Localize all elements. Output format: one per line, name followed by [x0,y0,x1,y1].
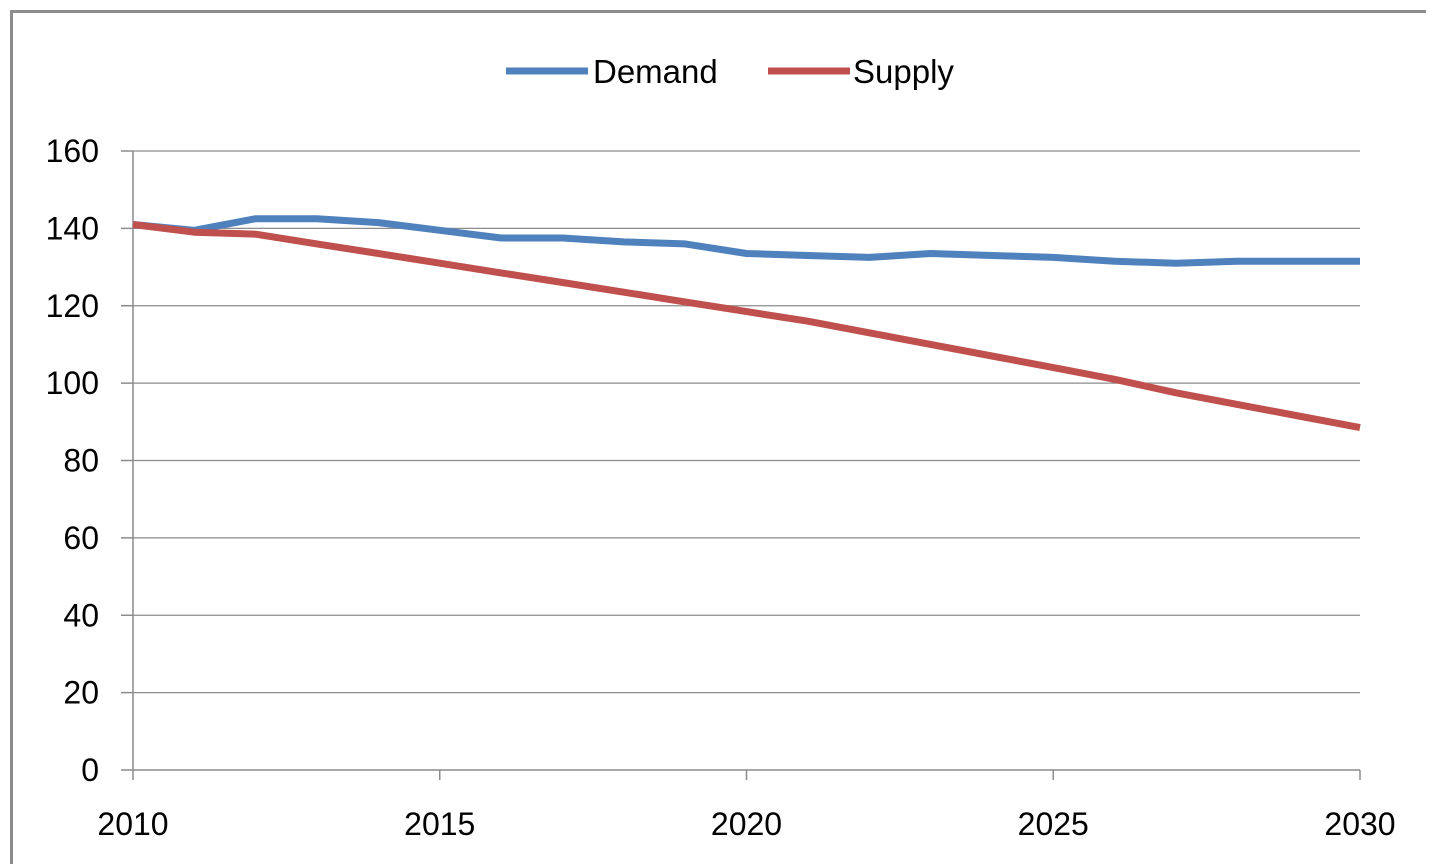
series-line-supply [132,221,1361,432]
y-tick-label: 80 [63,443,99,479]
x-tick-label: 2020 [711,806,782,842]
series-lines [132,215,1361,432]
legend-label-demand: Demand [593,53,718,90]
y-tick-label: 100 [46,365,99,401]
x-tick-label: 2015 [404,806,475,842]
y-tick-label: 120 [46,288,99,324]
axes [121,150,1361,780]
legend-label-supply: Supply [853,53,954,90]
gridlines [133,150,1360,694]
y-tick-label: 20 [63,675,99,711]
y-tick-label: 0 [81,752,99,788]
y-tick-label: 60 [63,520,99,556]
x-tick-label: 2025 [1018,806,1089,842]
series-line-demand [132,215,1360,267]
y-axis-tick-labels: 0 20 40 60 80 100 120 140 160 [46,133,99,788]
legend-item-supply: Supply [768,53,954,90]
x-tick-label: 2030 [1324,806,1395,842]
legend-item-demand: Demand [506,53,718,90]
chart-frame [10,10,1426,864]
x-tick-label: 2010 [97,806,168,842]
x-axis-tick-labels: 2010 2015 2020 2025 2030 [97,806,1395,842]
y-tick-label: 40 [63,597,99,633]
y-tick-label: 160 [46,133,99,169]
y-tick-label: 140 [46,210,99,246]
legend: Demand Supply [506,53,954,90]
